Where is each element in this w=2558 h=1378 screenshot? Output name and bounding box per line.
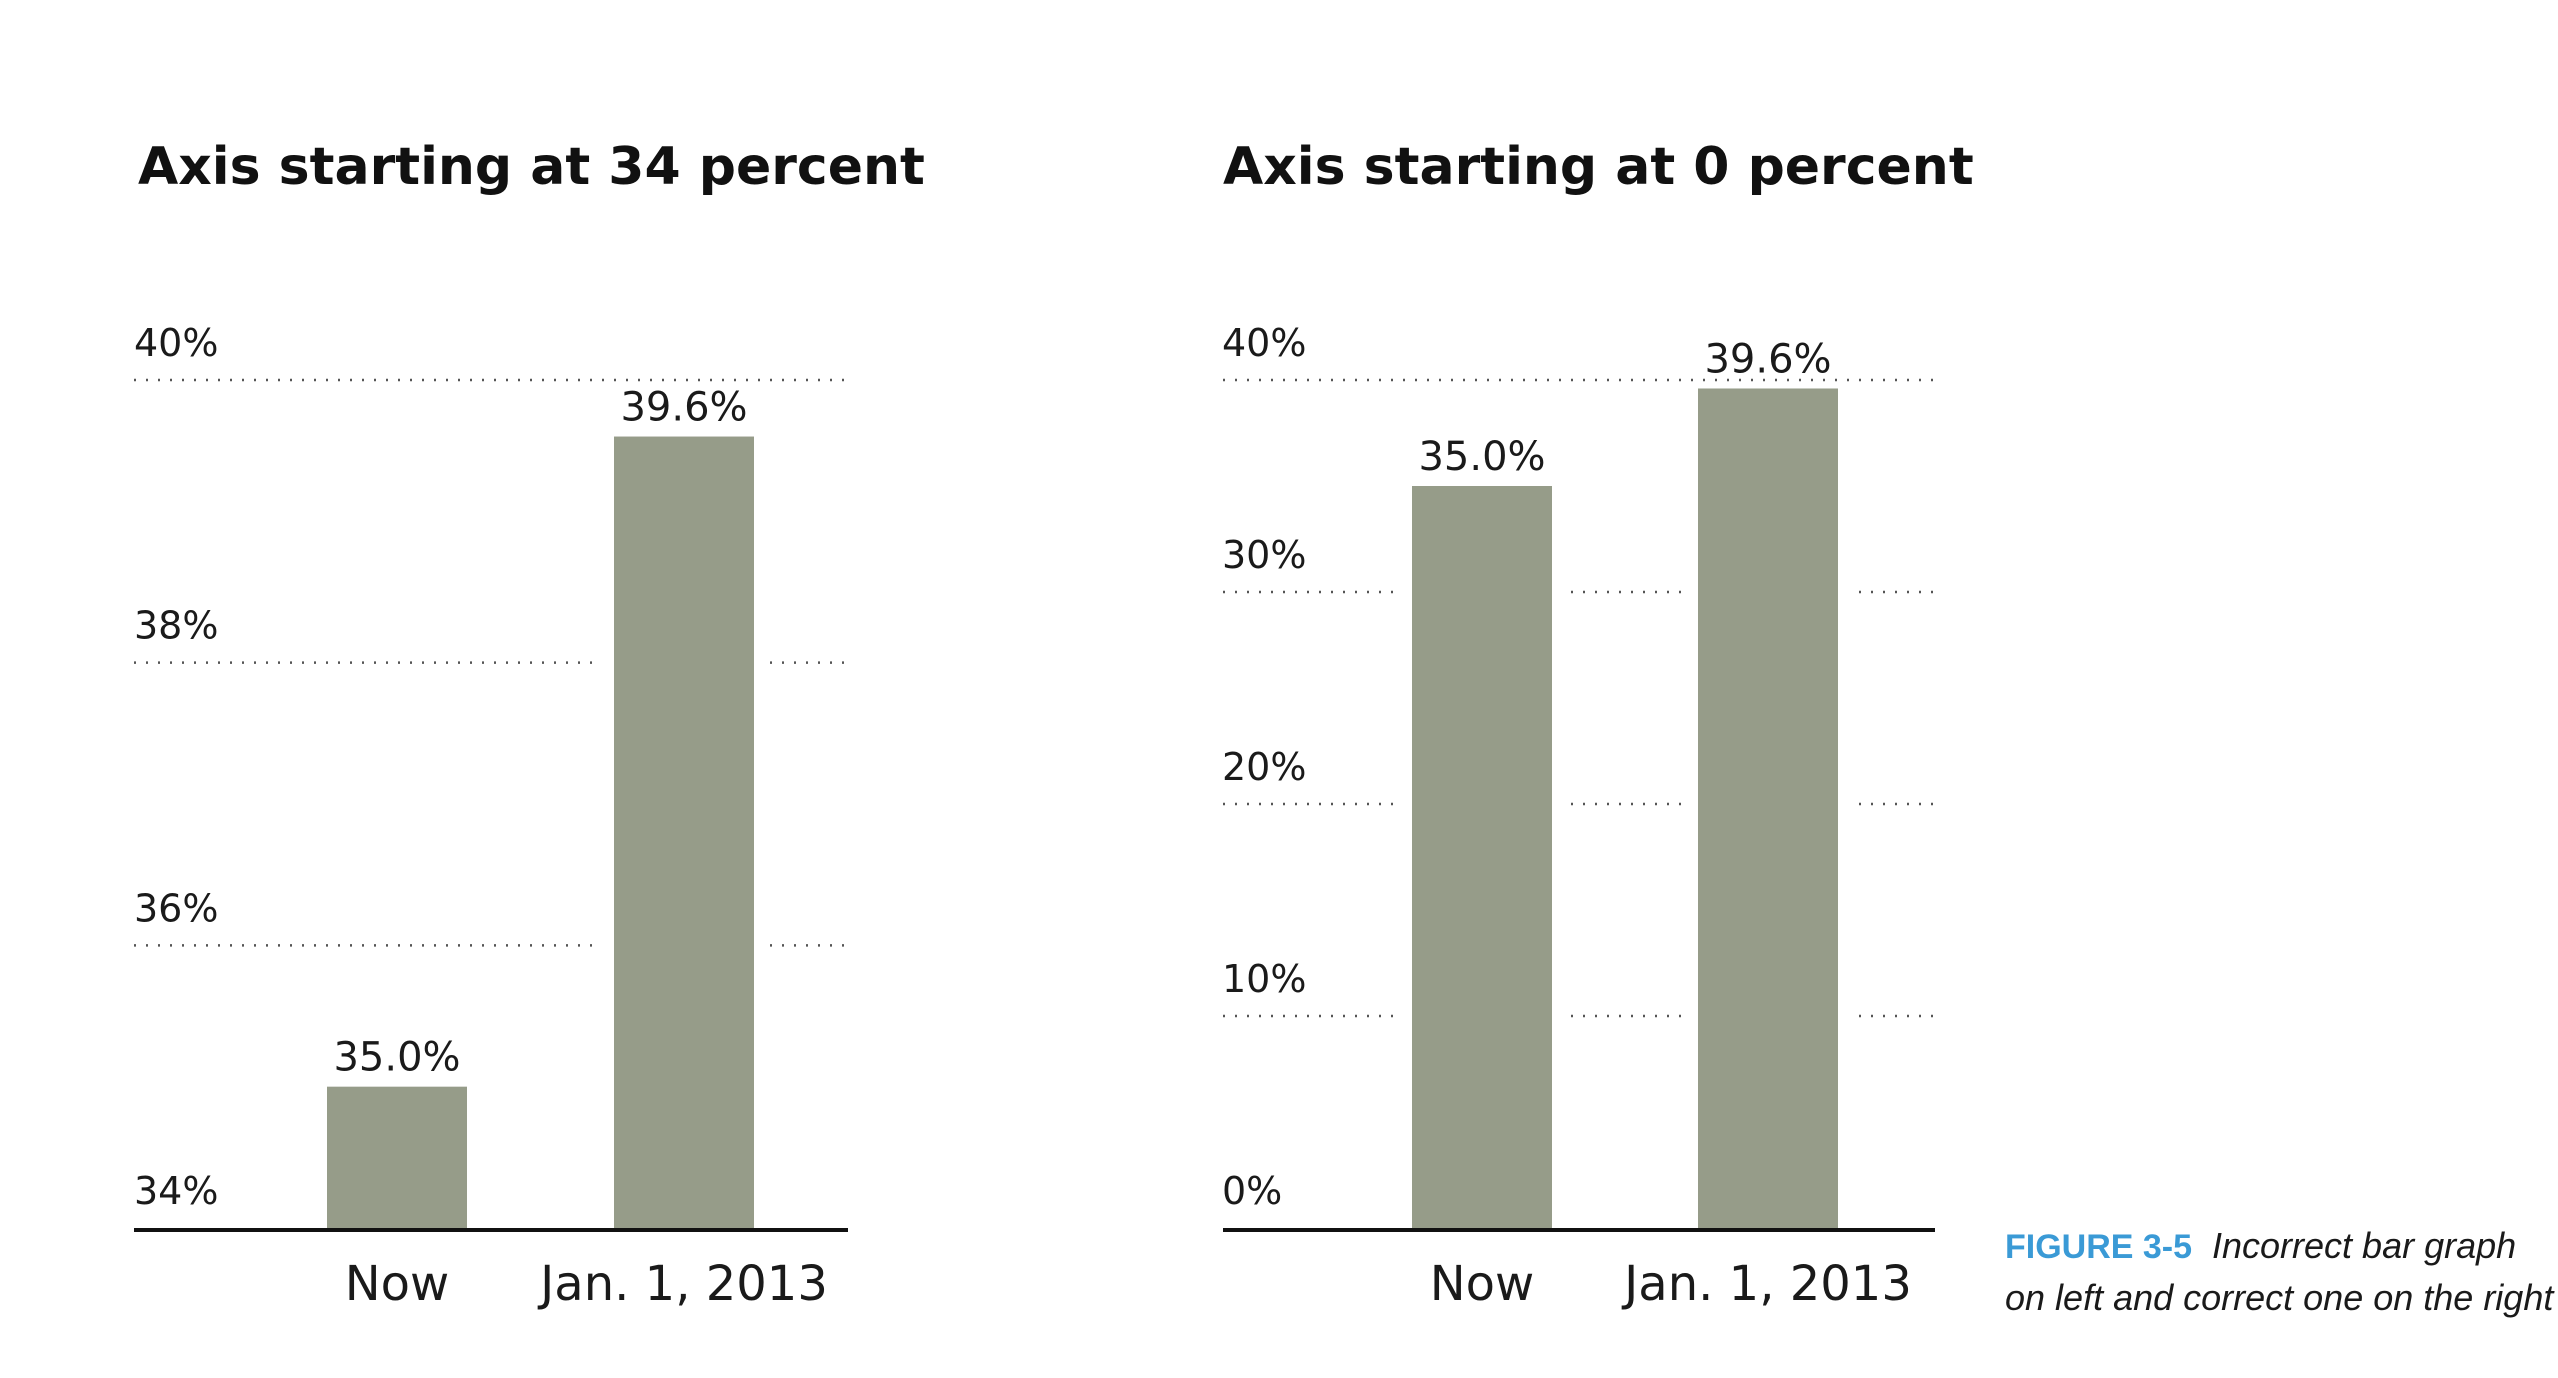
y-tick-label: 10% xyxy=(1222,957,1306,1001)
bar-value-label: 35.0% xyxy=(333,1035,460,1081)
category-label: Now xyxy=(345,1256,450,1312)
y-tick-label: 0% xyxy=(1222,1169,1282,1213)
bar-value-label: 39.6% xyxy=(1704,336,1831,382)
bar xyxy=(1412,486,1552,1228)
y-tick-label: 40% xyxy=(134,321,218,365)
bar-value-label: 39.6% xyxy=(620,385,747,431)
y-tick-label: 20% xyxy=(1222,745,1306,789)
y-tick-label: 30% xyxy=(1222,533,1306,577)
bar xyxy=(614,436,754,1228)
caption-line-1: Incorrect bar graph xyxy=(2212,1225,2516,1266)
chart-left: Axis starting at 34 percent 34% 36% 38% 40% 3… xyxy=(134,137,925,1312)
bar xyxy=(1698,388,1838,1229)
y-tick-label: 36% xyxy=(134,886,218,930)
figure-caption: FIGURE 3-5 Incorrect bar graph on left a… xyxy=(2005,1225,2555,1318)
category-label: Jan. 1, 2013 xyxy=(1621,1256,1912,1312)
y-tick-label: 38% xyxy=(134,604,218,648)
caption-line-2: on left and correct one on the right xyxy=(2005,1277,2555,1318)
y-tick-label: 40% xyxy=(1222,321,1306,365)
chart-title: Axis starting at 34 percent xyxy=(138,137,925,197)
y-tick-label: 34% xyxy=(134,1169,218,1213)
bar xyxy=(327,1086,467,1228)
caption-figure-id: FIGURE 3-5 xyxy=(2005,1228,2192,1266)
chart-right: Axis starting at 0 percent 0% 10% 20% 30% 40%… xyxy=(1222,137,1974,1312)
bar-value-label: 35.0% xyxy=(1418,434,1545,480)
chart-title: Axis starting at 0 percent xyxy=(1223,137,1974,197)
category-label: Jan. 1, 2013 xyxy=(537,1256,828,1312)
category-label: Now xyxy=(1430,1256,1535,1312)
